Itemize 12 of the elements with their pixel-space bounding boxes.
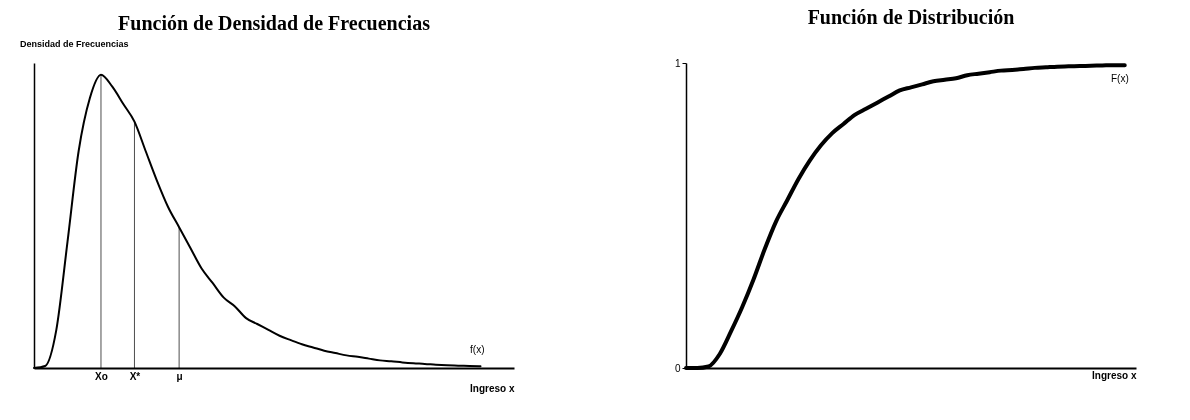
x-tick-label: X*: [129, 370, 141, 382]
y-axis-title: Densidad de Frecuencias: [20, 39, 129, 49]
series-label: F(x): [1110, 73, 1129, 85]
x-axis-title: Ingreso x: [470, 382, 515, 394]
chart-title: Función de Distribución: [807, 6, 1015, 28]
y-tick-label: 0: [674, 362, 681, 374]
x-tick-label: μ: [176, 370, 183, 382]
x-tick-label: Xo: [95, 370, 108, 382]
x-axis-title: Ingreso x: [1092, 369, 1137, 381]
chart-title: Función de Densidad de Frecuencias: [118, 12, 431, 34]
y-tick-label: 1: [674, 57, 681, 69]
series-label: f(x): [470, 344, 485, 356]
